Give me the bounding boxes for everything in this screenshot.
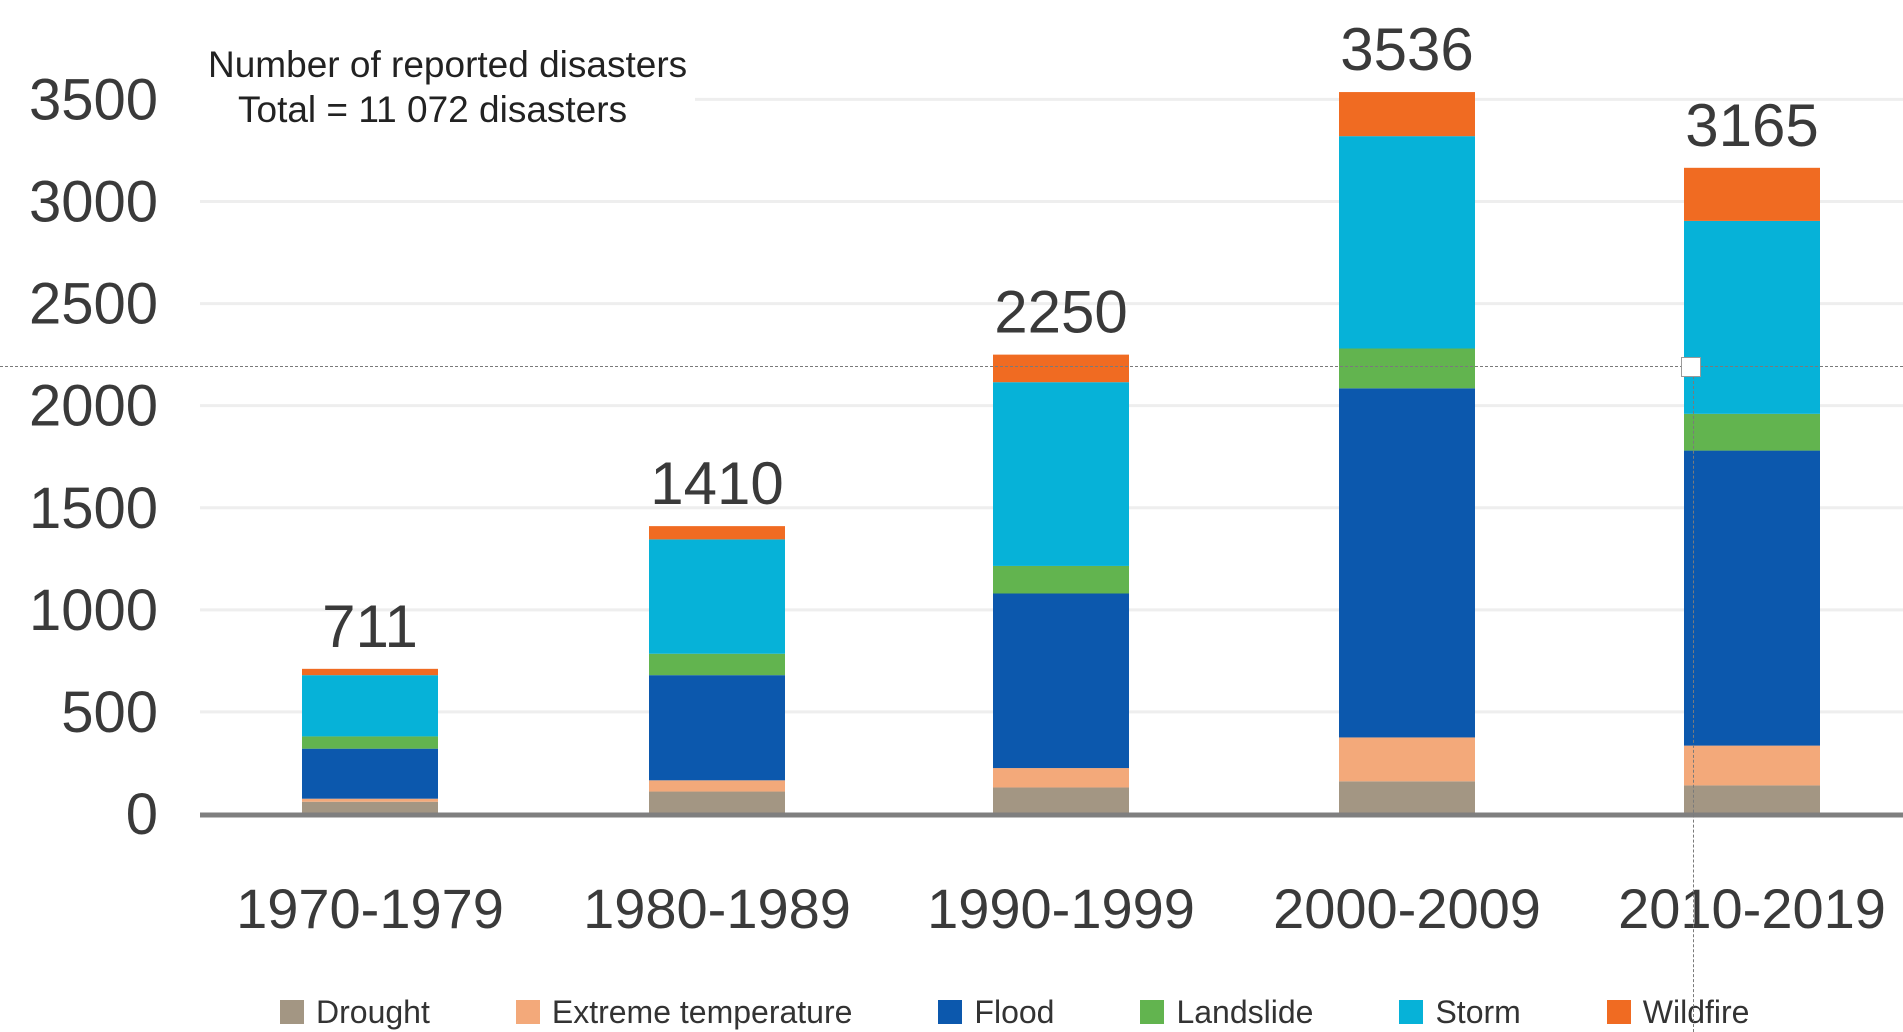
bar-stack — [1339, 92, 1475, 814]
bar-segment — [1339, 388, 1475, 738]
legend-swatch — [515, 1000, 540, 1024]
bar-segment — [993, 354, 1129, 383]
bar-stack — [302, 668, 438, 814]
bar-segment — [1684, 220, 1820, 414]
bar-segment — [649, 539, 785, 654]
legend: Drought Extreme temperature Flood Landslide… — [280, 992, 1749, 1032]
y-tick-label: 500 — [61, 680, 158, 745]
bar-segment — [1684, 167, 1820, 221]
y-tick-label: 0 — [126, 782, 158, 847]
legend-swatch — [1399, 1000, 1424, 1024]
legend-label: Flood — [974, 993, 1055, 1030]
total-label: 1410 — [650, 450, 783, 517]
x-tick-label: 1990-1999 — [927, 877, 1195, 940]
bar-segment — [1684, 450, 1820, 746]
legend-swatch — [1140, 1000, 1165, 1024]
legend-item: Drought — [280, 994, 430, 1031]
bar-segment — [1684, 785, 1820, 814]
x-tick-label: 2000-2009 — [1273, 877, 1541, 940]
legend-swatch — [1606, 1000, 1631, 1024]
total-label: 3536 — [1340, 16, 1473, 83]
bar-segment — [649, 675, 785, 781]
bar-segment — [302, 801, 438, 814]
bar-segment — [649, 791, 785, 814]
annotation-line-1: Number of reported disasters — [208, 44, 688, 85]
bar-segment — [993, 565, 1129, 594]
bar-segment — [1339, 348, 1475, 389]
x-tick-label: 1970-1979 — [236, 877, 504, 940]
total-label: 3165 — [1685, 92, 1818, 159]
legend-item: Landslide — [1140, 994, 1313, 1031]
bar-segment — [1684, 745, 1820, 786]
bar-segment — [1339, 136, 1475, 349]
total-labels: 711 1410 2250 3536 3165 — [322, 16, 1819, 660]
x-tick-label: 1980-1989 — [583, 877, 851, 940]
bar-segment — [1684, 413, 1820, 451]
legend-swatch — [938, 1000, 963, 1024]
y-axis-ticks: 0 500 1000 1500 2000 2500 3000 3500 — [29, 67, 158, 847]
y-tick-label: 2000 — [29, 374, 158, 439]
legend-item: Extreme temperature — [515, 993, 853, 1031]
legend-swatch — [280, 1000, 304, 1024]
y-tick-label: 2500 — [29, 272, 158, 337]
total-label: 2250 — [994, 279, 1127, 346]
y-tick-label: 3000 — [29, 170, 158, 235]
total-label: 711 — [322, 593, 418, 660]
bar-stack — [993, 354, 1129, 814]
bar-stack — [1684, 167, 1820, 814]
y-tick-label: 3500 — [29, 67, 158, 132]
bar-segment — [649, 780, 785, 792]
bar-segment — [649, 653, 785, 676]
bar-segment — [649, 526, 785, 540]
bar-segment — [1339, 737, 1475, 782]
crosshair-horizontal — [0, 366, 1903, 367]
bars — [302, 92, 1820, 814]
legend-label: Extreme temperature — [551, 993, 853, 1030]
x-axis-ticks: 1970-1979 1980-1989 1990-1999 2000-2009 2010… — [236, 877, 1886, 940]
bar-segment — [302, 798, 438, 802]
legend-label: Wildfire — [1642, 993, 1750, 1030]
bar-segment — [302, 668, 438, 676]
legend-item: Storm — [1399, 993, 1521, 1031]
bar-segment — [302, 748, 438, 799]
bar-segment — [993, 787, 1129, 814]
legend-item: Wildfire — [1606, 993, 1750, 1031]
bar-segment — [1339, 92, 1475, 137]
crosshair-vertical — [1693, 366, 1694, 1032]
bar-segment — [302, 736, 438, 749]
bar-segment — [993, 382, 1129, 566]
annotation-line-2: Total = 11 072 disasters — [238, 89, 628, 130]
legend-item: Flood — [938, 994, 1054, 1031]
bar-segment — [993, 768, 1129, 788]
bar-segment — [993, 593, 1129, 769]
y-tick-label: 1000 — [29, 578, 158, 643]
legend-label: Landslide — [1176, 993, 1314, 1030]
y-tick-label: 1500 — [29, 476, 158, 541]
bar-stack — [649, 526, 785, 814]
x-tick-label: 2010-2019 — [1618, 877, 1886, 940]
legend-label: Storm — [1435, 993, 1521, 1030]
crosshair-handle[interactable] — [1681, 357, 1701, 377]
chart-annotation: Number of reported disasters Total = 11 … — [200, 42, 696, 136]
bar-segment — [1339, 781, 1475, 814]
legend-label: Drought — [316, 993, 430, 1030]
bar-segment — [302, 675, 438, 737]
